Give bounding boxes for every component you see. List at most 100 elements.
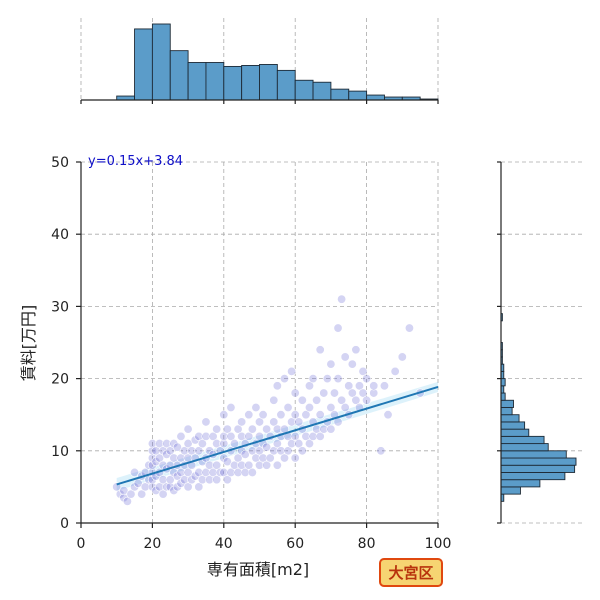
scatter-point <box>322 374 332 384</box>
scatter-point <box>269 395 279 405</box>
scatter-point <box>344 381 354 391</box>
scatter-point <box>337 395 347 405</box>
scatter-point <box>244 431 254 441</box>
scatter-point <box>147 453 157 463</box>
x-tick-label: 60 <box>286 536 304 552</box>
scatter-point <box>144 460 154 470</box>
scatter-point <box>397 352 407 362</box>
scatter-point <box>369 381 379 391</box>
scatter-point <box>265 453 275 463</box>
scatter-point <box>130 467 140 477</box>
scatter-point <box>333 374 343 384</box>
y-hist-bar <box>500 428 530 437</box>
y-hist-bar <box>500 378 506 387</box>
y-tick-label: 30 <box>51 299 69 315</box>
scatter-point <box>304 381 314 391</box>
scatter-point <box>319 388 329 398</box>
y-hist-bar <box>500 457 577 466</box>
scatter-point <box>162 439 172 449</box>
scatter-point <box>176 431 186 441</box>
scatter-point <box>147 460 157 470</box>
scatter-point <box>165 482 175 492</box>
scatter-point <box>237 417 247 427</box>
y-marginal-histogram <box>497 161 582 524</box>
y-hist-bar <box>500 435 545 445</box>
scatter-point <box>354 381 364 391</box>
scatter-point <box>297 446 307 456</box>
x-hist-bar <box>223 65 243 101</box>
scatter-point <box>147 439 157 449</box>
x-axis-title: 専有面積[m2] <box>207 560 309 579</box>
scatter-point <box>155 439 165 449</box>
scatter-point <box>358 388 368 398</box>
y-tick-label: 50 <box>51 155 69 171</box>
scatter-point <box>362 374 372 384</box>
scatter-point <box>219 453 229 463</box>
scatter-point <box>180 475 190 485</box>
scatter-point <box>183 467 193 477</box>
scatter-point <box>262 460 272 470</box>
scatter-point <box>404 323 414 333</box>
scatter-point <box>379 381 389 391</box>
x-hist-bar <box>169 50 189 101</box>
y-axis-title: 賃料[万円] <box>19 305 38 382</box>
scatter-point <box>133 478 143 488</box>
scatter-point <box>183 482 193 492</box>
scatter-point <box>212 475 222 485</box>
scatter-point <box>279 453 289 463</box>
scatter-point <box>383 410 393 420</box>
scatter-point <box>290 388 300 398</box>
scatter-point <box>301 410 311 420</box>
scatter-point <box>233 424 243 434</box>
scatter-point <box>158 446 168 456</box>
scatter-point <box>340 402 350 412</box>
scatter-point <box>212 460 222 470</box>
regression-line <box>116 386 439 486</box>
region-badge: 大宮区 <box>379 558 443 587</box>
scatter-point <box>251 453 261 463</box>
scatter-point <box>255 446 265 456</box>
y-hist-bar <box>500 421 526 430</box>
scatter-point <box>315 345 325 355</box>
scatter-point <box>347 388 357 398</box>
scatter-point <box>219 439 229 449</box>
scatter-point <box>258 410 268 420</box>
scatter-point <box>208 467 218 477</box>
scatter-point <box>215 467 225 477</box>
x-hist-bar <box>187 62 207 101</box>
scatter-point <box>180 446 190 456</box>
scatter-point <box>172 482 182 492</box>
scatter-point <box>269 446 279 456</box>
y-hist-bar <box>500 472 566 481</box>
scatter-point <box>219 467 229 477</box>
scatter-point <box>272 381 282 391</box>
scatter-point <box>347 359 357 369</box>
y-hist-bar <box>500 486 521 495</box>
scatter-point <box>315 431 325 441</box>
scatter-point <box>230 439 240 449</box>
scatter-point <box>247 424 257 434</box>
scatter-point <box>351 395 361 405</box>
scatter-point <box>337 294 347 304</box>
scatter-point <box>183 439 193 449</box>
scatter-point <box>130 482 140 492</box>
scatter-point <box>304 402 314 412</box>
scatter-point <box>222 475 232 485</box>
y-hist-bar <box>500 392 506 401</box>
scatter-point <box>155 453 165 463</box>
x-hist-bar <box>241 65 260 101</box>
scatter-point <box>169 467 179 477</box>
scatter-point <box>165 475 175 485</box>
region-badge-box <box>379 558 443 587</box>
scatter-point <box>212 424 222 434</box>
x-hist-bar <box>330 88 350 101</box>
scatter-point <box>308 374 318 384</box>
scatter-point <box>126 489 136 499</box>
y-hist-bar <box>500 414 520 423</box>
scatter-point <box>122 496 132 506</box>
scatter-point <box>290 431 300 441</box>
scatter-point <box>194 467 204 477</box>
scatter-point <box>251 402 261 412</box>
